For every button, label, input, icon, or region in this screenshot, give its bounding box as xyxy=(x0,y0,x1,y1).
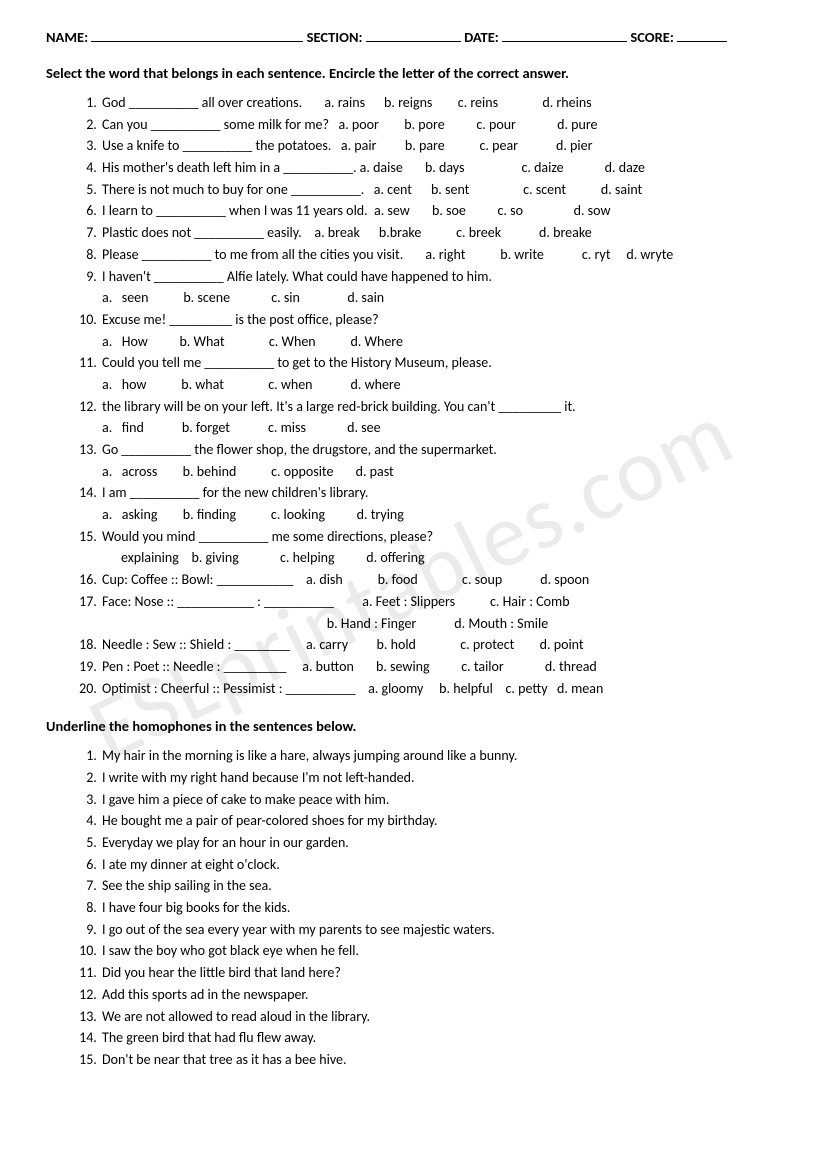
homophone-sentence: We are not allowed to read aloud in the … xyxy=(100,1006,775,1028)
question-options-below: a. asking b. finding c. looking d. tryin… xyxy=(102,504,775,526)
section-blank[interactable] xyxy=(366,41,461,42)
date-blank[interactable] xyxy=(502,41,627,42)
question-options-inline: a. pair b. pare c. pear d. pier xyxy=(341,135,593,157)
homophone-sentence: Don't be near that tree as it has a bee … xyxy=(100,1049,775,1071)
section-label: SECTION: xyxy=(307,28,363,46)
question-stem: Use a knife to __________ the potatoes. xyxy=(102,135,341,157)
question-options-inline: a. poor b. pore c. pour d. pure xyxy=(339,114,598,136)
worksheet-header: NAME: SECTION: DATE: SCORE: xyxy=(46,28,775,46)
question-stem: Face: Nose :: ___________ : __________ xyxy=(102,591,362,613)
question-options-inline: a. Feet : Slippers c. Hair : Comb xyxy=(362,591,569,613)
question-item: His mother's death left him in a _______… xyxy=(100,157,775,179)
homophone-sentence: I write with my right hand because I'm n… xyxy=(100,767,775,789)
question-item: Would you mind __________ me some direct… xyxy=(100,526,775,569)
question-stem: I am __________ for the new children's l… xyxy=(102,482,368,504)
homophone-sentence: I have four big books for the kids. xyxy=(100,897,775,919)
question-stem: Please __________ to me from all the cit… xyxy=(102,244,425,266)
question-options-below: a. How b. What c. When d. Where xyxy=(102,331,775,353)
question-options-below: explaining b. giving c. helping d. offer… xyxy=(102,547,775,569)
question-stem: Would you mind __________ me some direct… xyxy=(102,526,433,548)
question-stem: Can you __________ some milk for me? xyxy=(102,114,339,136)
homophone-sentence: I saw the boy who got black eye when he … xyxy=(100,940,775,962)
name-blank[interactable] xyxy=(91,41,303,42)
homophone-sentence: He bought me a pair of pear-colored shoe… xyxy=(100,810,775,832)
question-stem: I haven't __________ Alfie lately. What … xyxy=(102,266,492,288)
homophone-sentence: The green bird that had flu flew away. xyxy=(100,1027,775,1049)
date-label: DATE: xyxy=(464,28,499,46)
question-stem: His mother's death left him in a _______… xyxy=(102,157,360,179)
question-options-below: a. seen b. scene c. sin d. sain xyxy=(102,287,775,309)
section1-instruction: Select the word that belongs in each sen… xyxy=(46,64,775,82)
homophone-sentence: See the ship sailing in the sea. xyxy=(100,875,775,897)
question-item: Can you __________ some milk for me? a. … xyxy=(100,114,775,136)
question-item: Face: Nose :: ___________ : __________ a… xyxy=(100,591,775,634)
question-item: I learn to __________ when I was 11 year… xyxy=(100,200,775,222)
homophone-sentence: I gave him a piece of cake to make peace… xyxy=(100,789,775,811)
question-item: the library will be on your left. It's a… xyxy=(100,396,775,439)
question-stem: Needle : Sew :: Shield : ________ xyxy=(102,634,306,656)
question-stem: the library will be on your left. It's a… xyxy=(102,396,576,418)
question-item: Plastic does not __________ easily. a. b… xyxy=(100,222,775,244)
question-options-below: a. how b. what c. when d. where xyxy=(102,374,775,396)
question-item: There is not much to buy for one _______… xyxy=(100,179,775,201)
section1-list: God __________ all over creations. a. ra… xyxy=(46,92,775,699)
question-stem: Could you tell me __________ to get to t… xyxy=(102,352,492,374)
question-stem: Pen : Poet :: Needle : _________ xyxy=(102,656,302,678)
question-options-inline: a. daise b. days c. daize d. daze xyxy=(360,157,645,179)
question-options-inline: a. gloomy b. helpful c. petty d. mean xyxy=(368,678,603,700)
question-item: Go __________ the flower shop, the drugs… xyxy=(100,439,775,482)
question-options-inline: a. right b. write c. ryt d. wryte xyxy=(425,244,673,266)
question-item: Pen : Poet :: Needle : _________ a. butt… xyxy=(100,656,775,678)
question-item: Optimist : Cheerful :: Pessimist : _____… xyxy=(100,678,775,700)
homophone-sentence: Everyday we play for an hour in our gard… xyxy=(100,832,775,854)
question-item: God __________ all over creations. a. ra… xyxy=(100,92,775,114)
question-item: Please __________ to me from all the cit… xyxy=(100,244,775,266)
question-stem: Plastic does not __________ easily. xyxy=(102,222,314,244)
question-item: Excuse me! _________ is the post office,… xyxy=(100,309,775,352)
question-options-inline: a. carry b. hold c. protect d. point xyxy=(306,634,584,656)
question-item: Needle : Sew :: Shield : ________ a. car… xyxy=(100,634,775,656)
question-stem: Optimist : Cheerful :: Pessimist : _____… xyxy=(102,678,368,700)
question-item: Use a knife to __________ the potatoes. … xyxy=(100,135,775,157)
question-item: I haven't __________ Alfie lately. What … xyxy=(100,266,775,309)
question-stem: There is not much to buy for one _______… xyxy=(102,179,374,201)
question-stem: Excuse me! _________ is the post office,… xyxy=(102,309,379,331)
question-options-inline: a. dish b. food c. soup d. spoon xyxy=(306,569,589,591)
section2-instruction: Underline the homophones in the sentence… xyxy=(46,717,775,735)
question-options-below: a. across b. behind c. opposite d. past xyxy=(102,461,775,483)
question-item: Could you tell me __________ to get to t… xyxy=(100,352,775,395)
homophone-sentence: I ate my dinner at eight o'clock. xyxy=(100,854,775,876)
homophone-sentence: My hair in the morning is like a hare, a… xyxy=(100,745,775,767)
question-item: I am __________ for the new children's l… xyxy=(100,482,775,525)
name-label: NAME: xyxy=(46,28,88,46)
score-label: SCORE: xyxy=(630,28,673,46)
question-options-inline: a. cent b. sent c. scent d. saint xyxy=(374,179,643,201)
homophone-sentence: Did you hear the little bird that land h… xyxy=(100,962,775,984)
homophone-sentence: Add this sports ad in the newspaper. xyxy=(100,984,775,1006)
question-options-inline: a. rains b. reigns c. reins d. rheins xyxy=(324,92,591,114)
question-options-below: b. Hand : Finger d. Mouth : Smile xyxy=(102,613,775,635)
question-options-below: a. find b. forget c. miss d. see xyxy=(102,417,775,439)
question-stem: Go __________ the flower shop, the drugs… xyxy=(102,439,497,461)
question-stem: God __________ all over creations. xyxy=(102,92,324,114)
question-stem: Cup: Coffee :: Bowl: ___________ xyxy=(102,569,306,591)
question-options-inline: a. sew b. soe c. so d. sow xyxy=(374,200,610,222)
question-item: Cup: Coffee :: Bowl: ___________ a. dish… xyxy=(100,569,775,591)
question-stem: I learn to __________ when I was 11 year… xyxy=(102,200,374,222)
question-options-inline: a. break b.brake c. breek d. breake xyxy=(314,222,591,244)
score-blank[interactable] xyxy=(677,41,727,42)
section2-list: My hair in the morning is like a hare, a… xyxy=(46,745,775,1070)
homophone-sentence: I go out of the sea every year with my p… xyxy=(100,919,775,941)
question-options-inline: a. button b. sewing c. tailor d. thread xyxy=(302,656,597,678)
